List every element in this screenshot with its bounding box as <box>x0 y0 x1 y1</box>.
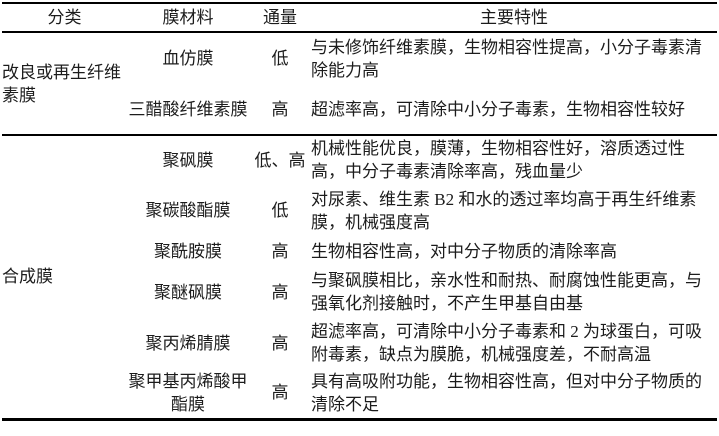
features-cell: 超滤率高，可清除中小分子毒素，生物相容性较好 <box>311 99 685 119</box>
column-header-features: 主要特性 <box>311 3 717 33</box>
table-row: 改良或再生纤维素膜 血仿膜 低 与未修饰纤维素膜，生物相容性提高，小分子毒素清除… <box>2 32 717 105</box>
table-header-row: 分类 膜材料 通量 主要特性 <box>2 3 717 33</box>
column-header-flux: 通量 <box>249 3 311 33</box>
flux-cell: 高 <box>271 282 289 302</box>
material-cell: 聚丙烯腈膜 <box>145 333 231 353</box>
features-cell: 与未修饰纤维素膜，生物相容性提高，小分子毒素清除能力高 <box>311 37 702 80</box>
membrane-materials-table: 分类 膜材料 通量 主要特性 改良或再生纤维素膜 血仿膜 低 与未修饰纤维素膜，… <box>2 2 717 421</box>
material-cell: 聚醚砜膜 <box>154 282 222 302</box>
features-cell: 具有高吸附功能，生物相容性高，但对中分子物质的清除不足 <box>311 371 702 414</box>
table-row: 合成膜 聚砜膜 低、高 机械性能优良，膜薄，生物相容性好，溶质透过性高，中分子毒… <box>2 134 717 419</box>
material-cell: 血仿膜 <box>162 49 214 68</box>
features-cell: 机械性能优良，膜薄，生物相容性好，溶质透过性高，中分子毒素清除率高，残血量少 <box>311 134 717 184</box>
flux-cell: 高 <box>271 242 289 261</box>
flux-cell: 高 <box>271 333 289 353</box>
flux-cell: 高 <box>271 383 289 403</box>
table-row: 聚甲基丙烯酸甲酯膜 高 具有高吸附功能，生物相容性高，但对中分子物质的清除不足 <box>2 368 717 419</box>
table-row: 聚醚砜膜 高 与聚砜膜相比，亲水性和耐热、耐腐蚀性能更高，与强氧化剂接触时，不产… <box>2 266 717 318</box>
features-cell: 对尿素、维生素 B2 和水的透过率均高于再生纤维素膜，机械强度高 <box>311 189 697 232</box>
table-row: 聚碳酸酯膜 低 对尿素、维生素 B2 和水的透过率均高于再生纤维素膜，机械强度高 <box>2 184 717 237</box>
table-row: 三醋酸纤维素膜 高 超滤率高，可清除中小分子毒素，生物相容性较好 <box>2 84 717 135</box>
material-cell: 聚酰胺膜 <box>154 242 222 261</box>
flux-cell: 低、高 <box>249 134 311 184</box>
table-row: 聚酰胺膜 高 生物相容性高，对中分子物质的清除率高 <box>2 237 717 266</box>
flux-cell: 低 <box>271 201 289 220</box>
features-cell: 与聚砜膜相比，亲水性和耐热、耐腐蚀性能更高，与强氧化剂接触时，不产生甲基自由基 <box>311 271 702 313</box>
material-cell: 三醋酸纤维素膜 <box>128 99 248 119</box>
category-cell-synthetic: 合成膜 <box>2 134 127 419</box>
category-cell-regenerated-cellulose: 改良或再生纤维素膜 <box>2 62 121 105</box>
flux-cell: 低 <box>271 49 289 68</box>
column-header-material: 膜材料 <box>127 3 249 33</box>
material-cell: 聚砜膜 <box>127 134 249 184</box>
flux-cell: 高 <box>271 99 289 119</box>
features-cell: 生物相容性高，对中分子物质的清除率高 <box>311 242 617 261</box>
features-cell: 超滤率高，可清除中小分子毒素和 2 为球蛋白，可吸附毒素，缺点为膜脆，机械强度差… <box>311 322 702 364</box>
material-cell: 聚甲基丙烯酸甲酯膜 <box>128 371 248 414</box>
material-cell: 聚碳酸酯膜 <box>145 201 231 220</box>
column-header-category: 分类 <box>2 3 127 33</box>
table-row: 聚丙烯腈膜 高 超滤率高，可清除中小分子毒素和 2 为球蛋白，可吸附毒素，缺点为… <box>2 318 717 368</box>
